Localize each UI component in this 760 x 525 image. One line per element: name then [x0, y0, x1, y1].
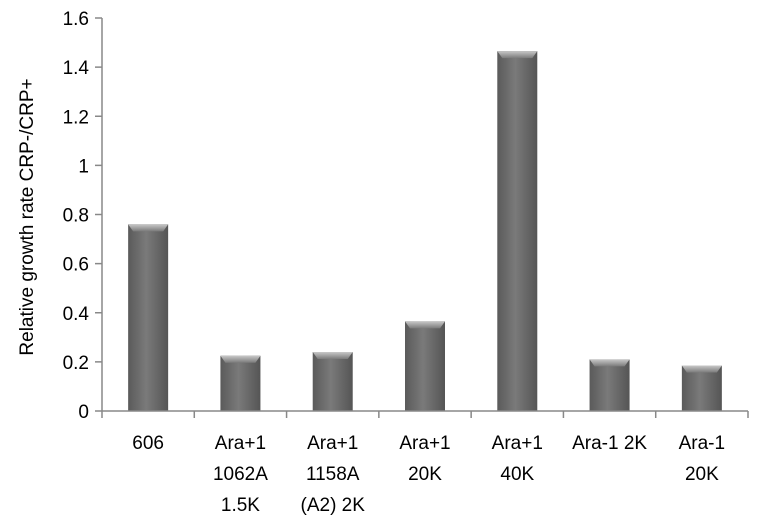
x-category-label-line: 606: [132, 433, 164, 454]
y-axis-ticks: 0 0.2 0.4 0.6 0.8 1 1.2 1.4 1.6: [63, 9, 102, 423]
y-tick-label: 0.4: [63, 304, 90, 325]
x-category-label-line: 20K: [685, 464, 719, 485]
bar-bevel: [497, 51, 538, 59]
x-category-label-line: (A2) 2K: [301, 495, 366, 516]
bar-bevel: [220, 355, 261, 363]
y-tick-label: 1: [78, 156, 89, 177]
bar: [128, 224, 169, 411]
x-category-label-line: Ara+1: [307, 433, 358, 454]
bar: [681, 365, 722, 411]
bar: [405, 321, 445, 411]
x-category-label-line: Ara+1: [215, 433, 266, 454]
y-tick-label: 0.2: [63, 353, 89, 374]
x-category-label-line: 20K: [408, 464, 442, 485]
bar-bevel: [589, 359, 630, 367]
y-tick-label: 1.4: [63, 58, 90, 79]
x-category-label: Ara+1 20K: [399, 433, 450, 485]
x-category-label: Ara-1 20K: [679, 433, 725, 485]
bar: [312, 352, 353, 411]
x-category-label-line: 1158A: [306, 464, 360, 485]
x-category-label-line: Ara-1: [679, 433, 725, 454]
bar-body: [220, 355, 261, 411]
bar-bevel: [681, 365, 722, 373]
y-tick-label: 0.8: [63, 206, 89, 227]
bar-body: [681, 365, 722, 411]
bar-bevel: [128, 224, 169, 232]
y-tick-label: 0: [78, 402, 89, 423]
x-category-label: Ara-1 2K: [572, 433, 647, 454]
x-category-label-line: 1.5K: [221, 495, 260, 516]
y-tick-label: 1.6: [63, 9, 89, 30]
bar-body: [589, 359, 630, 411]
bar: [497, 51, 538, 412]
x-category-label: Ara+1 40K: [492, 433, 543, 485]
bar-bevel: [312, 352, 353, 360]
bar: [220, 355, 261, 411]
bar-body: [312, 352, 353, 411]
y-axis-label: Relative growth rate CRP-/CRP+: [17, 78, 38, 355]
x-category-label-line: 40K: [500, 464, 534, 485]
x-category-label-line: 1062A: [213, 464, 268, 485]
x-category-label: Ara+1 1158A (A2) 2K: [301, 433, 366, 516]
x-category-label-line: Ara+1: [492, 433, 543, 454]
bar-bevel: [405, 321, 445, 329]
bars-group: [128, 51, 722, 412]
x-axis-labels: 606 Ara+1 1062A 1.5K Ara+1 1158A (A2) 2K Ara+1 2…: [101, 411, 749, 516]
x-category-label-line: Ara+1: [399, 433, 450, 454]
bar: [589, 359, 630, 411]
x-category-label: 606: [132, 433, 164, 454]
y-tick-label: 0.6: [63, 255, 89, 276]
bar-body: [405, 321, 445, 411]
x-category-label: Ara+1 1062A 1.5K: [213, 433, 268, 516]
bar-body: [128, 224, 169, 411]
y-tick-label: 1.2: [63, 107, 89, 128]
bar-body: [497, 51, 538, 412]
x-category-label-line: Ara-1 2K: [572, 433, 647, 454]
